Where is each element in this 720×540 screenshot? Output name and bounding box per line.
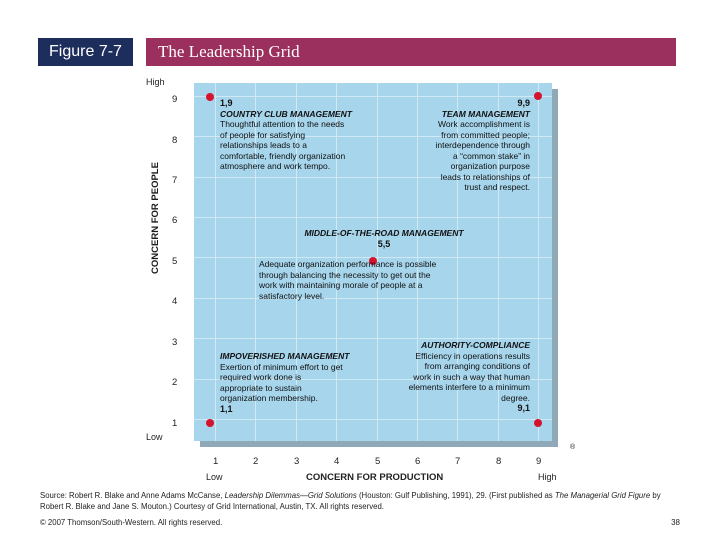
middle-road-title: MIDDLE-OF-THE-ROAD MANAGEMENT (304, 228, 464, 238)
authority-line: elements interfere to a minimum (408, 382, 530, 392)
y-tick-5: 5 (172, 256, 178, 267)
y-tick-1: 1 (172, 418, 178, 429)
x-tick-3: 3 (294, 456, 300, 467)
authority-line: degree. (501, 392, 530, 403)
team-title: TEAM MANAGEMENT (441, 108, 530, 119)
x-tick-7: 7 (455, 456, 461, 467)
authority-line: Efficiency in operations results (415, 350, 530, 361)
x-tick-1: 1 (213, 456, 219, 467)
impoverished-coord: 1,1 (220, 403, 233, 414)
country-club-line: atmosphere and work tempo. (220, 161, 331, 171)
point-1-1 (206, 419, 214, 427)
y-tick-3: 3 (172, 337, 178, 348)
country-club-coord: 1,9 (220, 98, 233, 108)
middle-road-block: Adequate organization performance is pos… (259, 259, 499, 301)
x-axis-title: CONCERN FOR PRODUCTION (306, 472, 444, 483)
country-club-line: Thoughtful attention to the needs (220, 119, 345, 129)
country-club-line: comfortable, friendly organization (220, 150, 346, 161)
x-high-label: High (538, 472, 557, 482)
impoverished-line: organization membership. (220, 393, 318, 403)
y-tick-9: 9 (172, 94, 178, 105)
middle-road-line: Adequate organization performance is pos… (259, 259, 437, 269)
authority-line: work in such a way that human (413, 371, 530, 382)
middle-road-line: work with maintaining morale of people a… (259, 280, 423, 290)
x-tick-8: 8 (496, 456, 502, 467)
y-low-label: Low (146, 432, 163, 442)
page-title: The Leadership Grid (146, 38, 676, 66)
authority-line: from arranging conditions of (424, 361, 530, 371)
leadership-grid: 1,9 COUNTRY CLUB MANAGEMENT Thoughtful a… (194, 83, 552, 441)
impoverished-line: Exertion of minimum effort to get (220, 361, 343, 372)
authority-block: AUTHORITY-COMPLIANCE Efficiency in opera… (374, 340, 530, 414)
point-1-9 (206, 93, 214, 101)
figure-label: Figure 7-7 (38, 38, 133, 66)
y-tick-4: 4 (172, 296, 178, 307)
team-block: 9,9 TEAM MANAGEMENT Work accomplishment … (384, 98, 530, 193)
point-5-5 (369, 257, 377, 265)
authority-title: AUTHORITY-COMPLIANCE (421, 340, 530, 350)
y-tick-7: 7 (172, 175, 178, 186)
authority-coord: 9,1 (517, 403, 530, 413)
registered-mark: ® (570, 444, 576, 451)
country-club-line: of people for satisfying (220, 129, 306, 140)
middle-road-line: through balancing the necessity to get o… (259, 269, 431, 280)
point-9-1 (534, 419, 542, 427)
copyright-footer: © 2007 Thomson/South-Western. All rights… (40, 518, 223, 527)
team-line: from committed people; (441, 129, 530, 140)
y-axis-title: CONCERN FOR PEOPLE (150, 162, 161, 274)
impoverished-line: required work done is (220, 372, 302, 382)
y-tick-8: 8 (172, 135, 178, 146)
country-club-block: 1,9 COUNTRY CLUB MANAGEMENT Thoughtful a… (220, 98, 400, 172)
team-coord: 9,9 (517, 98, 530, 108)
impoverished-block: IMPOVERISHED MANAGEMENT Exertion of mini… (220, 351, 400, 414)
impoverished-title: IMPOVERISHED MANAGEMENT (220, 351, 350, 361)
y-high-label: High (146, 77, 165, 87)
page-number: 38 (671, 518, 680, 527)
team-line: trust and respect. (464, 182, 530, 192)
y-tick-2: 2 (172, 377, 178, 388)
middle-road-line: satisfactory level. (259, 290, 325, 301)
country-club-line: relationships leads to a (220, 140, 307, 150)
middle-road-coord: 5,5 (377, 238, 391, 249)
team-line: Work accomplishment is (438, 119, 530, 129)
x-tick-5: 5 (375, 456, 381, 467)
x-tick-6: 6 (415, 456, 421, 467)
y-tick-6: 6 (172, 215, 178, 226)
point-9-9 (534, 92, 542, 100)
x-tick-9: 9 (536, 456, 542, 467)
team-line: interdependence through (435, 140, 530, 150)
country-club-title: COUNTRY CLUB MANAGEMENT (220, 108, 352, 119)
x-low-label: Low (206, 472, 223, 482)
x-tick-2: 2 (253, 456, 259, 467)
team-line: leads to relationships of (440, 171, 530, 182)
impoverished-line: appropriate to sustain (220, 382, 302, 393)
source-citation: Source: Robert R. Blake and Anne Adams M… (40, 491, 661, 511)
x-tick-4: 4 (334, 456, 340, 467)
team-line: organization purpose (450, 161, 530, 171)
middle-road-header: MIDDLE-OF-THE-ROAD MANAGEMENT 5,5 (284, 228, 484, 249)
team-line: a “common stake” in (453, 150, 530, 161)
